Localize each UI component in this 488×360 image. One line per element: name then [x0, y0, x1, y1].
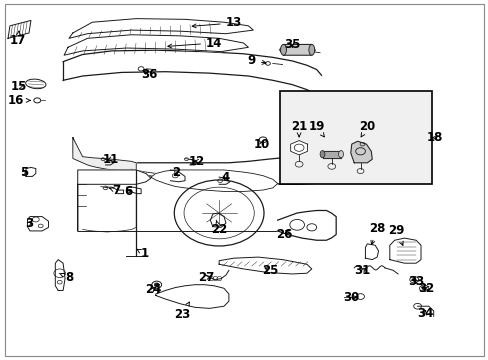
Text: 20: 20: [359, 121, 375, 137]
Text: 27: 27: [198, 271, 214, 284]
Polygon shape: [156, 285, 228, 309]
Text: 18: 18: [426, 131, 442, 144]
Polygon shape: [73, 138, 326, 184]
Polygon shape: [26, 167, 36, 176]
Polygon shape: [73, 138, 136, 170]
Polygon shape: [219, 257, 311, 274]
Polygon shape: [210, 213, 225, 227]
Text: 16: 16: [8, 94, 30, 107]
Polygon shape: [63, 50, 321, 101]
Circle shape: [154, 283, 159, 287]
Text: 32: 32: [417, 282, 433, 295]
Text: 35: 35: [284, 38, 300, 51]
Text: 15: 15: [11, 80, 27, 93]
Polygon shape: [78, 170, 151, 231]
Text: 21: 21: [290, 121, 306, 137]
Text: 6: 6: [124, 185, 132, 198]
Text: 2: 2: [172, 166, 180, 179]
Circle shape: [411, 278, 415, 281]
Text: 14: 14: [167, 36, 222, 50]
Text: 17: 17: [10, 31, 26, 48]
Polygon shape: [389, 238, 420, 263]
Text: 34: 34: [416, 307, 432, 320]
Text: 28: 28: [368, 222, 385, 244]
Text: 31: 31: [354, 264, 370, 277]
Ellipse shape: [280, 44, 286, 55]
Bar: [279, 91, 431, 184]
Text: 33: 33: [407, 275, 424, 288]
Ellipse shape: [338, 150, 343, 158]
Polygon shape: [365, 244, 378, 260]
Text: 36: 36: [141, 68, 157, 81]
Polygon shape: [55, 260, 65, 291]
Polygon shape: [64, 35, 248, 55]
Text: 30: 30: [343, 291, 359, 304]
Ellipse shape: [308, 44, 314, 55]
Text: 9: 9: [247, 54, 265, 67]
Text: 24: 24: [144, 283, 161, 296]
Polygon shape: [279, 44, 315, 55]
Text: 1: 1: [137, 247, 148, 260]
Text: 29: 29: [387, 224, 404, 246]
Text: 19: 19: [308, 121, 324, 137]
Text: 5: 5: [20, 166, 28, 179]
Text: 23: 23: [174, 302, 190, 321]
Text: 26: 26: [276, 228, 292, 241]
Text: 10: 10: [253, 138, 269, 151]
Polygon shape: [151, 170, 277, 192]
Text: 25: 25: [261, 264, 278, 277]
Text: 11: 11: [102, 153, 118, 166]
Text: 12: 12: [188, 155, 204, 168]
Text: 22: 22: [211, 220, 227, 236]
Polygon shape: [8, 21, 31, 39]
Text: 7: 7: [109, 184, 121, 197]
Ellipse shape: [320, 150, 325, 158]
Text: 3: 3: [25, 217, 33, 230]
Polygon shape: [322, 150, 340, 158]
Polygon shape: [277, 211, 335, 240]
Text: 4: 4: [222, 171, 230, 184]
Text: 13: 13: [192, 17, 242, 30]
Polygon shape: [27, 217, 48, 231]
Text: 8: 8: [60, 271, 73, 284]
Polygon shape: [69, 19, 253, 39]
Polygon shape: [350, 141, 371, 163]
Circle shape: [421, 287, 425, 290]
Ellipse shape: [25, 79, 46, 89]
Polygon shape: [290, 140, 307, 155]
